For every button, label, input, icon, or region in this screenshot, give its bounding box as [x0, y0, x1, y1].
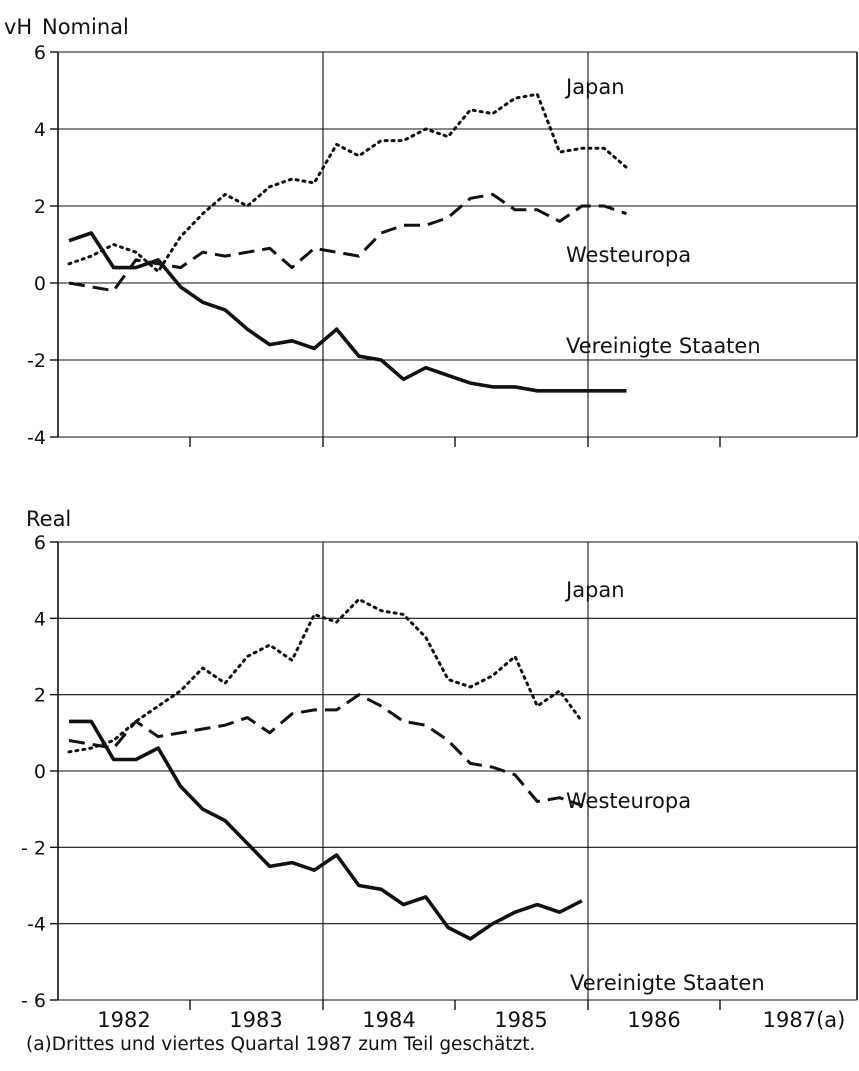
- y-tick-label: - 2: [21, 837, 46, 859]
- y-tick-label: 4: [34, 608, 46, 630]
- x-tick-label: 1983: [229, 1008, 282, 1032]
- x-tick-label: 1985: [494, 1008, 547, 1032]
- y-tick-label: 0: [34, 761, 46, 783]
- nominal-panel-title: Nominal: [42, 15, 129, 39]
- x-tick-label: 1982: [97, 1008, 150, 1032]
- series-line-westeuropa: [68, 192, 627, 293]
- series-line-vereinigte-staaten: [69, 719, 583, 941]
- y-tick-label: - 6: [21, 990, 46, 1012]
- x-axis-labels: 1982 1983 1984 1985 1986 1987(a): [97, 1008, 845, 1032]
- footnote: (a)Drittes und viertes Quartal 1987 zum …: [26, 1034, 535, 1055]
- series-label-vereinigte-staaten: Vereinigte Staaten: [566, 334, 761, 358]
- y-tick-label: 4: [34, 119, 46, 141]
- y-tick-label: 6: [34, 532, 46, 554]
- y-tick-label: 6: [34, 42, 46, 64]
- series-line-japan: [67, 597, 584, 754]
- real-panel-title: Real: [26, 507, 71, 531]
- nominal-panel: 6 4 2 0 -2 -4 Japan Westeuropa Vereinigte Staate…: [27, 42, 858, 449]
- y-tick-label: 2: [34, 196, 46, 218]
- y-tick-label: 0: [34, 273, 46, 295]
- y-tick-label: -2: [27, 350, 46, 372]
- series-label-vereinigte-staaten: Vereinigte Staaten: [570, 971, 765, 995]
- y-tick-label: -4: [27, 914, 46, 936]
- series-label-westeuropa: Westeuropa: [566, 789, 691, 813]
- nominal-unit-label: vH: [4, 15, 32, 39]
- series-line-japan: [67, 92, 628, 273]
- series-line-vereinigte-staaten: [68, 231, 627, 393]
- real-panel: 6 4 2 0 - 2 -4 - 6 Japan Westeuropa Vereinigte St…: [21, 532, 858, 1012]
- x-tick-label: 1986: [627, 1008, 680, 1032]
- x-tick-label: 1987(a): [763, 1008, 846, 1032]
- x-tick-label: 1984: [362, 1008, 415, 1032]
- series-label-westeuropa: Westeuropa: [566, 243, 691, 267]
- series-label-japan: Japan: [564, 578, 625, 602]
- y-tick-label: -4: [27, 427, 46, 449]
- series-label-japan: Japan: [564, 75, 625, 99]
- series-line-westeuropa: [68, 693, 583, 807]
- y-tick-label: 2: [34, 685, 46, 707]
